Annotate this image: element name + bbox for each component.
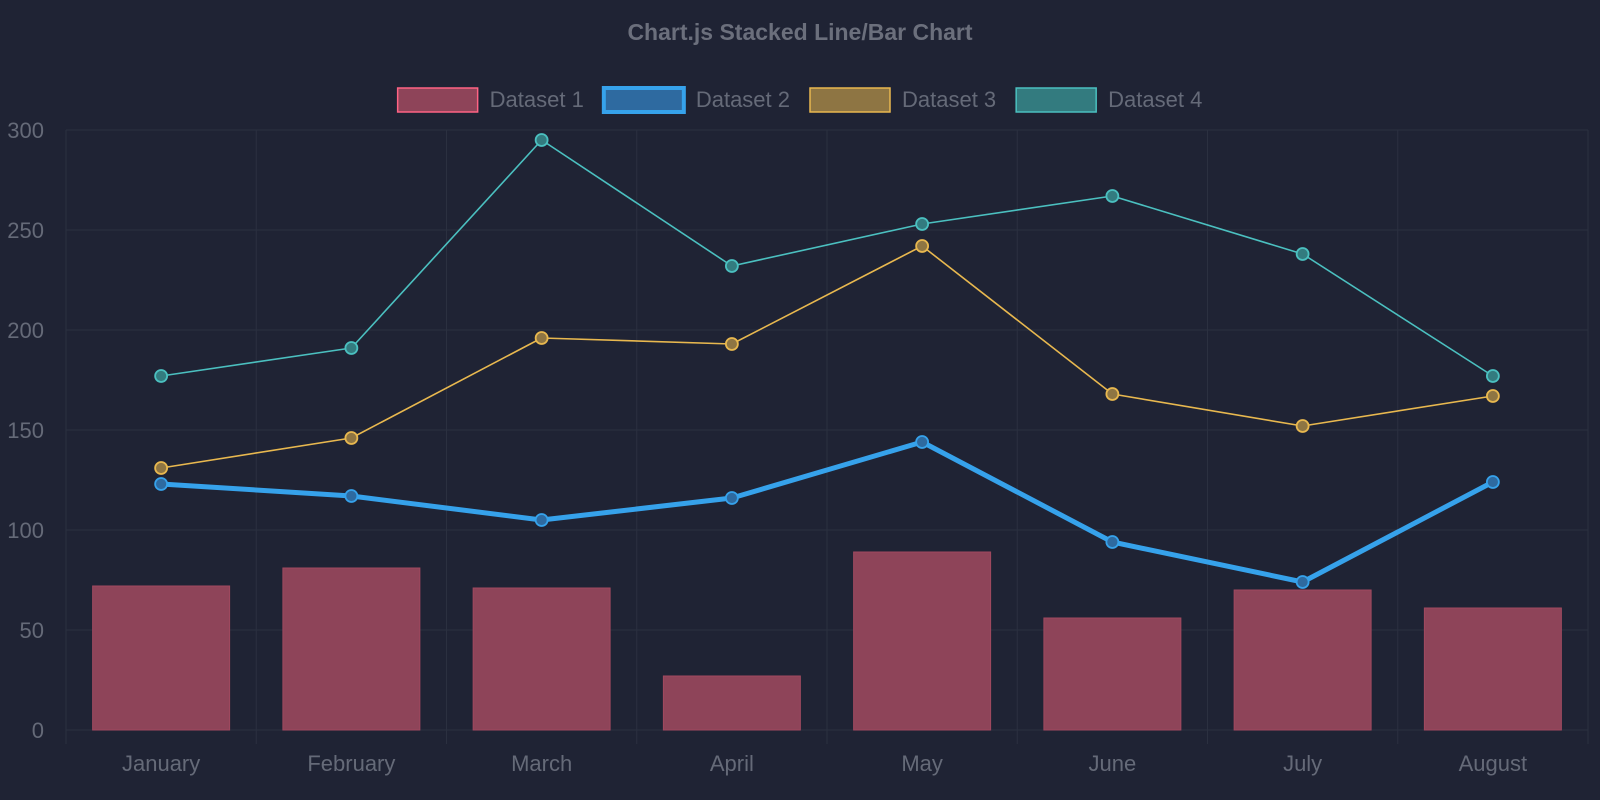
legend-swatch [1015, 87, 1097, 113]
y-tick-label: 100 [7, 518, 44, 543]
point-dataset-2[interactable] [915, 435, 930, 449]
point-dataset-4[interactable] [724, 259, 739, 273]
line-dataset-4[interactable] [161, 139, 1494, 377]
point-dataset-3[interactable] [154, 461, 169, 475]
legend-swatch [396, 87, 479, 113]
legend-item-dataset-3[interactable]: Dataset 3 [809, 87, 996, 113]
x-tick-label: August [1459, 751, 1528, 776]
bar-dataset-1[interactable] [282, 567, 421, 731]
x-tick-label: July [1283, 751, 1322, 776]
tick-layer: 0 50 100 150 200 250 300 January February March Ap… [7, 118, 1527, 776]
point-dataset-2[interactable] [724, 491, 739, 505]
x-tick-label: June [1089, 751, 1137, 776]
bar-dataset-1[interactable] [1043, 617, 1182, 731]
bar-dataset-1[interactable] [472, 587, 611, 731]
y-tick-label: 300 [7, 118, 44, 143]
y-tick-label: 150 [7, 418, 44, 443]
point-layer [154, 133, 1500, 589]
chart-title: Chart.js Stacked Line/Bar Chart [627, 19, 972, 45]
bar-dataset-1[interactable] [1233, 589, 1372, 731]
y-tick-label: 250 [7, 218, 44, 243]
point-dataset-3[interactable] [1105, 387, 1120, 401]
point-dataset-3[interactable] [534, 331, 549, 345]
line-layer [160, 139, 1495, 585]
legend-item-dataset-1[interactable]: Dataset 1 [396, 87, 584, 113]
y-tick-label: 200 [7, 318, 44, 343]
point-dataset-3[interactable] [1485, 389, 1500, 403]
point-dataset-4[interactable] [1485, 369, 1500, 383]
legend-item-dataset-4[interactable]: Dataset 4 [1015, 87, 1202, 113]
y-tick-label: 50 [20, 618, 44, 643]
point-dataset-4[interactable] [534, 133, 549, 147]
legend-item-dataset-2[interactable]: Dataset 2 [601, 86, 790, 114]
legend-swatch [601, 86, 686, 114]
point-dataset-4[interactable] [154, 369, 169, 383]
y-tick-label: 0 [32, 718, 44, 743]
bar-dataset-1[interactable] [662, 675, 801, 731]
legend-label: Dataset 3 [902, 87, 996, 112]
legend-label: Dataset 4 [1108, 87, 1202, 112]
legend-label: Dataset 1 [490, 87, 584, 112]
point-dataset-2[interactable] [534, 513, 549, 527]
bar-dataset-1[interactable] [853, 551, 992, 731]
point-dataset-2[interactable] [1485, 475, 1500, 489]
bar-dataset-1[interactable] [92, 585, 231, 731]
point-dataset-4[interactable] [344, 341, 359, 355]
point-dataset-3[interactable] [915, 239, 930, 253]
legend-label: Dataset 2 [696, 87, 790, 112]
point-dataset-3[interactable] [1295, 419, 1310, 433]
x-tick-label: February [307, 751, 395, 776]
point-dataset-3[interactable] [724, 337, 739, 351]
point-dataset-4[interactable] [1295, 247, 1310, 261]
point-dataset-4[interactable] [1105, 189, 1120, 203]
x-tick-label: April [710, 751, 754, 776]
point-dataset-2[interactable] [1105, 535, 1120, 549]
point-dataset-2[interactable] [154, 477, 169, 491]
line-dataset-3[interactable] [161, 245, 1493, 469]
legend[interactable]: Dataset 1 Dataset 2 Dataset 3 Dataset 4 [396, 86, 1203, 114]
bar-dataset-1[interactable] [1423, 607, 1562, 731]
point-dataset-3[interactable] [344, 431, 359, 445]
x-tick-label: January [122, 751, 200, 776]
bar-layer [92, 551, 1562, 731]
x-tick-label: March [511, 751, 572, 776]
grid-layer [65, 129, 1589, 744]
point-dataset-2[interactable] [1295, 575, 1310, 589]
legend-swatch [809, 87, 891, 113]
x-tick-label: May [901, 751, 943, 776]
point-dataset-4[interactable] [915, 217, 930, 231]
point-dataset-2[interactable] [344, 489, 359, 503]
line-dataset-2[interactable] [160, 439, 1495, 585]
